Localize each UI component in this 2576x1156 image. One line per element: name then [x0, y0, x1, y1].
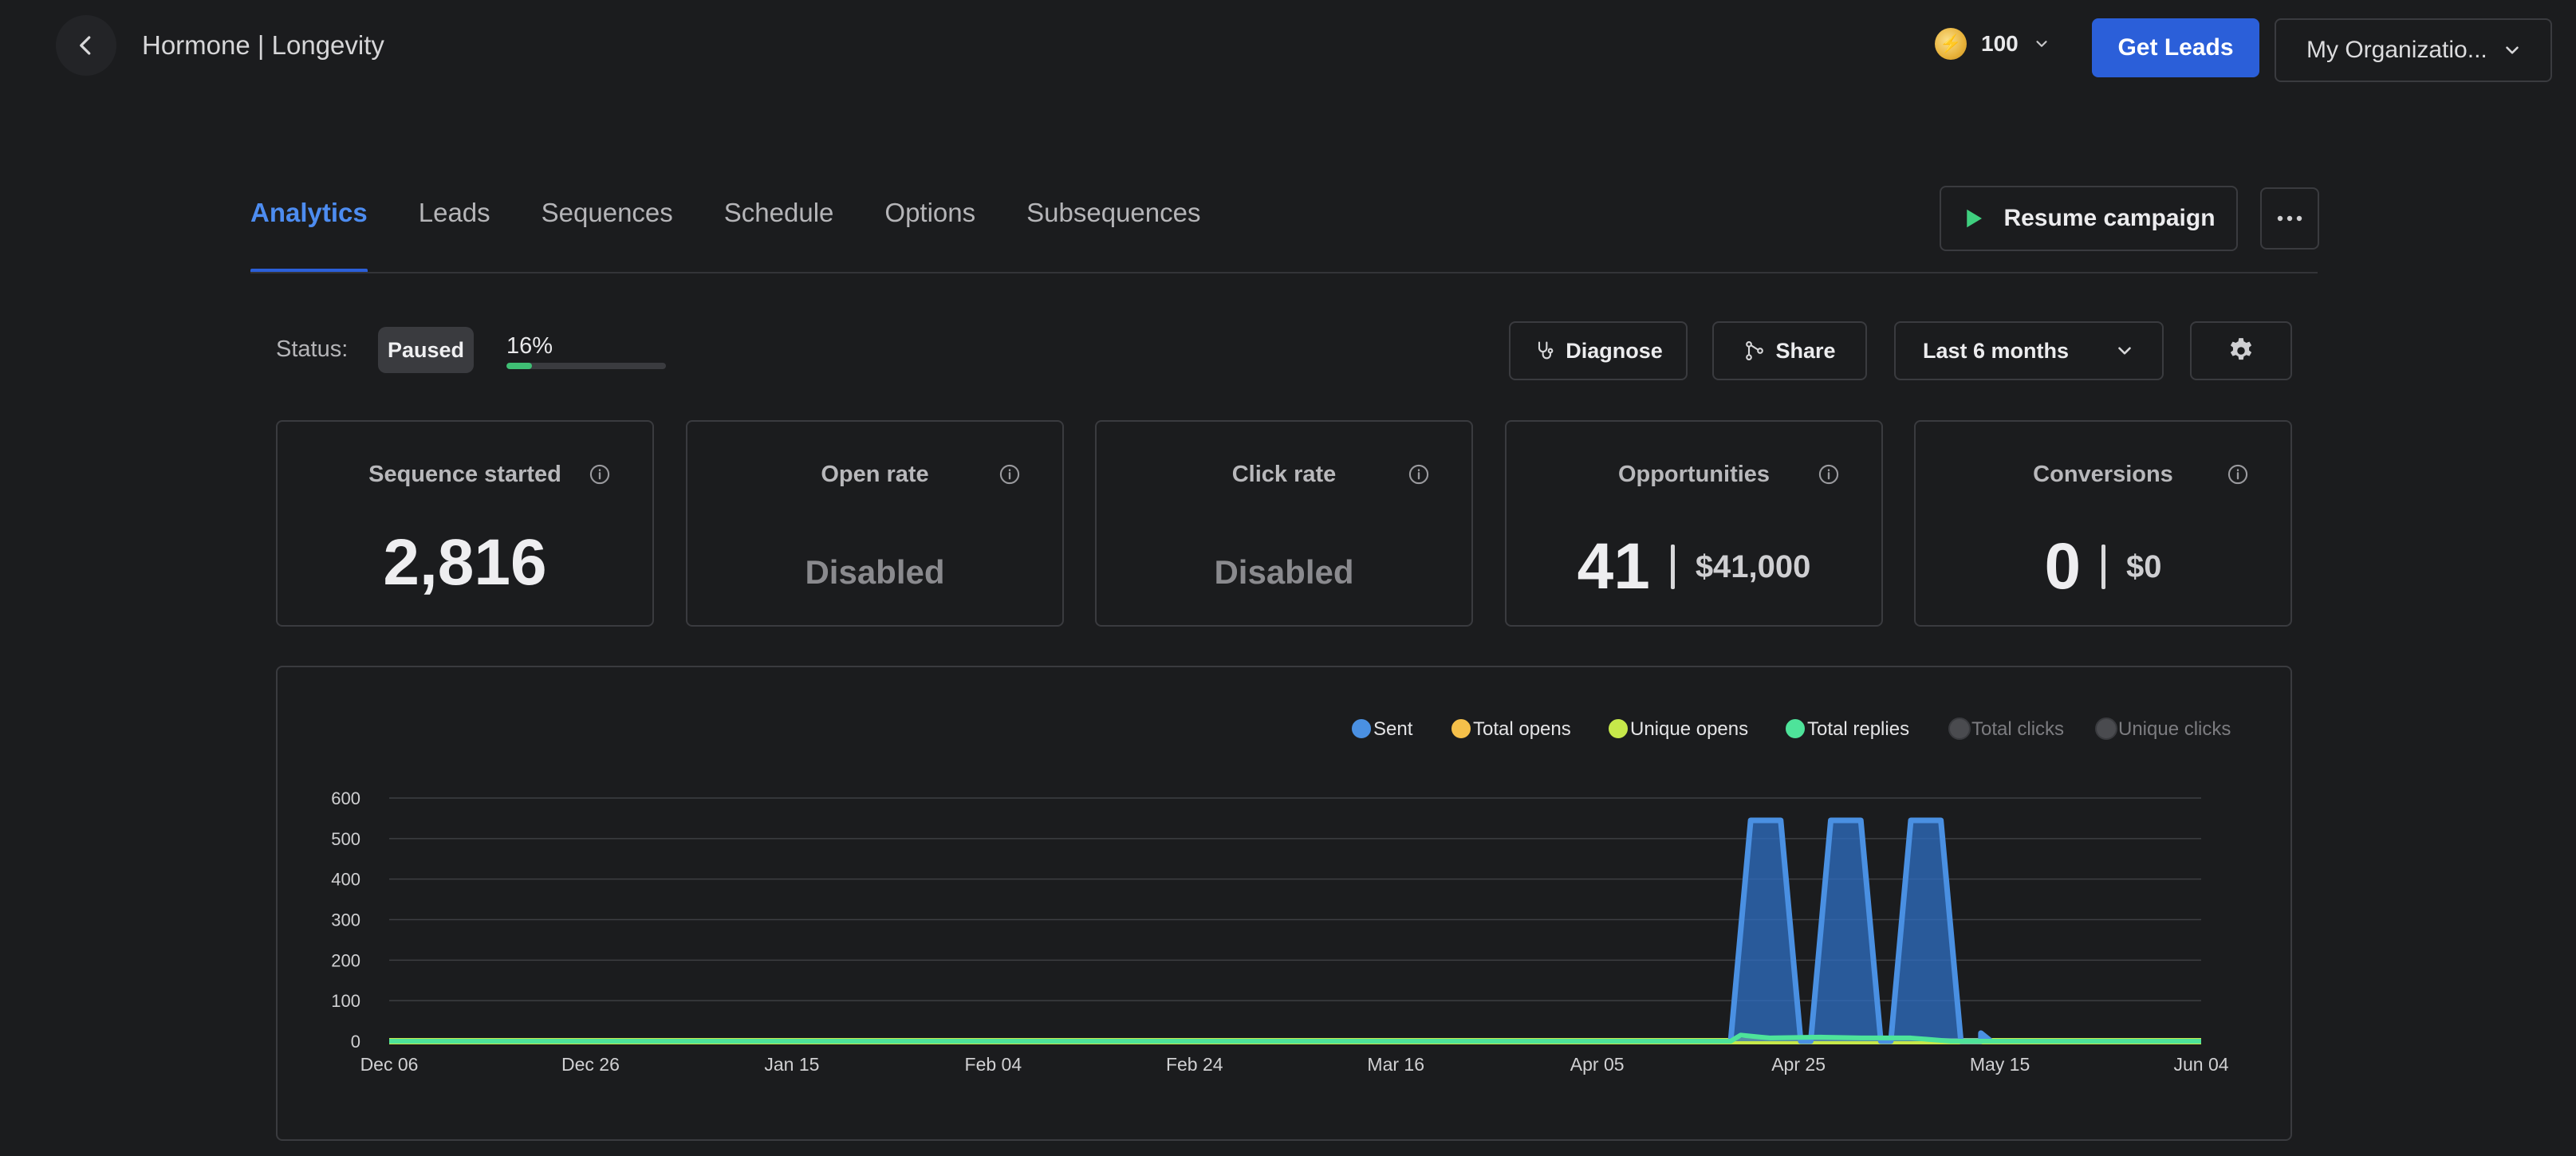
x-tick-label: Jun 04 [2173, 1054, 2228, 1075]
more-options-button[interactable] [2260, 187, 2319, 250]
series-line-total-replies [389, 1032, 2201, 1044]
campaign-tabs: Analytics Leads Sequences Schedule Optio… [250, 183, 1200, 273]
x-tick-label: Mar 16 [1367, 1054, 1424, 1075]
resume-campaign-label: Resume campaign [2003, 205, 2216, 231]
analytics-chart-panel: 0 100 200 300 400 500 600 Dec 06 Dec 26 Jan 15 Feb… [276, 666, 2292, 1141]
metric-card-conversions: Conversions 0 $0 [1914, 420, 2292, 627]
metric-card-click-rate: Click rate Disabled [1095, 420, 1473, 627]
more-horizontal-icon [2277, 215, 2302, 222]
conversions-count: 0 [2044, 530, 2082, 603]
tab-subsequences[interactable]: Subsequences [1026, 198, 1201, 227]
chevron-left-icon [80, 36, 91, 55]
opportunities-count: 41 [1577, 530, 1650, 603]
info-icon[interactable] [2227, 463, 2249, 486]
gear-icon [2230, 338, 2252, 360]
legend-label-total-replies[interactable]: Total replies [1807, 718, 1909, 740]
y-tick-label: 500 [331, 829, 360, 849]
x-tick-label: Dec 26 [561, 1054, 620, 1075]
metric-card-opportunities: Opportunities 41 $41,000 [1505, 420, 1883, 627]
stethoscope-icon [1538, 341, 1554, 360]
organization-dropdown[interactable]: My Organizatio... [2275, 18, 2552, 82]
conversions-amount: $0 [2126, 549, 2162, 584]
metric-value-group: 41 $41,000 [1507, 529, 1881, 604]
progress-percent: 16% [506, 333, 553, 359]
value-separator [2101, 545, 2106, 589]
top-bar: Hormone | Longevity ⚡ 100 Get Leads My O… [0, 0, 2576, 92]
get-leads-button[interactable]: Get Leads [2092, 18, 2259, 77]
play-icon [1967, 209, 1983, 228]
chevron-down-icon [2118, 347, 2131, 355]
metric-value-group: 0 $0 [1916, 529, 2290, 604]
chevron-down-icon [2505, 46, 2519, 54]
organization-label: My Organizatio... [2306, 37, 2487, 63]
y-tick-label: 400 [331, 870, 360, 890]
chart-settings-button[interactable] [2190, 321, 2292, 380]
y-tick-label: 100 [331, 991, 360, 1011]
progress-fill [506, 363, 532, 369]
progress-bar [506, 363, 666, 369]
legend-label-unique-clicks[interactable]: Unique clicks [2118, 718, 2231, 740]
metric-title: Opportunities [1617, 462, 1771, 487]
x-tick-label: Feb 24 [1166, 1054, 1223, 1075]
credits-dropdown[interactable]: ⚡ 100 [1935, 28, 2050, 60]
metric-card-open-rate: Open rate Disabled [686, 420, 1064, 627]
x-tick-label: Apr 05 [1570, 1054, 1625, 1075]
y-tick-label: 600 [331, 788, 360, 808]
back-button[interactable] [56, 15, 116, 76]
x-tick-label: Dec 06 [360, 1054, 419, 1075]
x-tick-label: Feb 04 [965, 1054, 1022, 1075]
diagnose-button[interactable]: Diagnose [1509, 321, 1688, 380]
legend-marker-sent [1350, 718, 1373, 740]
y-tick-label: 200 [331, 950, 360, 970]
legend-marker-total-clicks [1948, 718, 1971, 740]
status-label: Status: [276, 336, 349, 362]
coin-icon: ⚡ [1935, 28, 1967, 60]
metric-value: 2,816 [383, 526, 547, 599]
analytics-chart: 0 100 200 300 400 500 600 Dec 06 Dec 26 Jan 15 Feb… [331, 718, 2231, 1075]
legend-marker-unique-clicks [2095, 718, 2117, 740]
credits-value: 100 [1981, 31, 2019, 56]
info-icon[interactable] [1818, 463, 1840, 486]
tab-leads[interactable]: Leads [418, 198, 490, 227]
status-badge: Paused [378, 327, 474, 373]
share-button[interactable]: Share [1712, 321, 1867, 380]
x-tick-label: Apr 25 [1771, 1054, 1826, 1075]
metric-value: Disabled [1214, 553, 1354, 591]
info-icon[interactable] [1408, 463, 1430, 486]
metric-value: Disabled [805, 553, 945, 591]
metric-card-sequence-started: Sequence started 2,816 [276, 420, 654, 627]
legend-label-total-clicks[interactable]: Total clicks [1971, 718, 2064, 740]
opportunities-amount: $41,000 [1695, 549, 1811, 584]
y-tick-label: 300 [331, 910, 360, 930]
resume-campaign-button[interactable]: Resume campaign [1940, 186, 2238, 251]
metric-title: Sequence started [368, 462, 561, 487]
metric-title: Conversions [2033, 462, 2173, 487]
legend-marker-total-opens [1450, 718, 1472, 740]
info-icon[interactable] [589, 463, 611, 486]
legend-label-total-opens[interactable]: Total opens [1473, 718, 1571, 740]
legend-label-sent[interactable]: Sent [1373, 718, 1413, 740]
metric-title: Open rate [821, 462, 929, 487]
y-tick-label: 0 [351, 1032, 360, 1052]
tab-sequences[interactable]: Sequences [541, 198, 673, 227]
tab-options[interactable]: Options [884, 198, 976, 227]
legend-marker-total-replies [1784, 718, 1806, 740]
date-range-label: Last 6 months [1923, 338, 2070, 363]
date-range-dropdown[interactable]: Last 6 months [1894, 321, 2164, 380]
legend-label-unique-opens[interactable]: Unique opens [1630, 718, 1748, 740]
info-icon[interactable] [998, 463, 1021, 486]
page-title: Hormone | Longevity [142, 30, 384, 60]
tab-schedule[interactable]: Schedule [723, 198, 834, 227]
share-label: Share [1775, 338, 1836, 363]
metric-title: Click rate [1231, 462, 1337, 487]
share-icon [1746, 340, 1764, 361]
chevron-down-icon [2036, 41, 2047, 47]
value-separator [1670, 545, 1675, 589]
legend-marker-unique-opens [1607, 718, 1629, 740]
tab-analytics[interactable]: Analytics [250, 183, 368, 273]
x-tick-label: May 15 [1970, 1054, 2030, 1075]
x-tick-label: Jan 15 [764, 1054, 819, 1075]
diagnose-label: Diagnose [1566, 338, 1663, 363]
tabs-divider [250, 272, 2318, 273]
